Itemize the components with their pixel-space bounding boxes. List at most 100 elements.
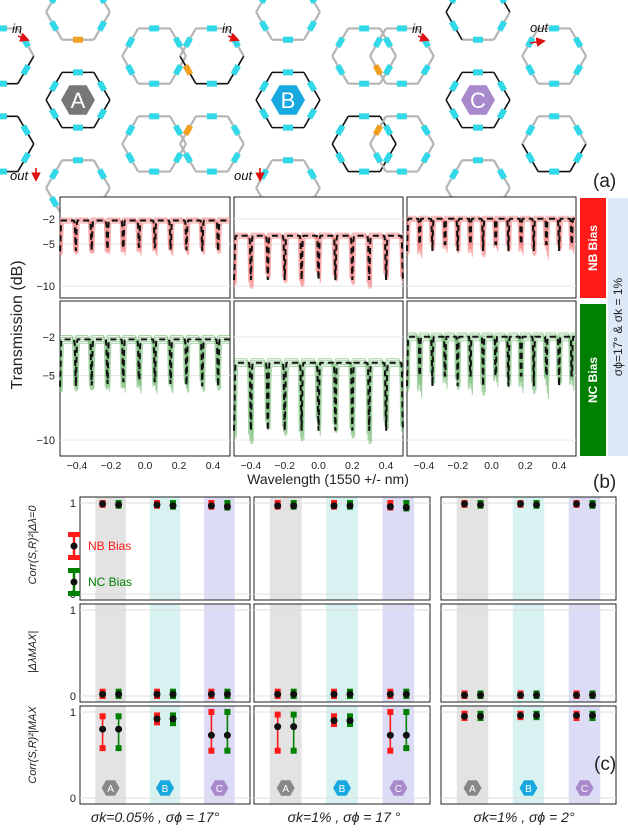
row-label-nc: NC Bias	[586, 357, 600, 403]
phase-shifter	[496, 107, 508, 120]
category-badge	[276, 780, 295, 796]
mean-point	[477, 501, 484, 509]
phase-shifter	[306, 80, 318, 93]
diagram-b: Bin out	[179, 0, 397, 219]
phase-shifter	[448, 0, 460, 5]
phase-shifter	[149, 25, 160, 32]
legend-cap	[68, 555, 80, 560]
y-tick-label: −5	[42, 239, 55, 251]
mean-point	[517, 691, 524, 699]
phase-shifter	[448, 107, 460, 120]
correlation-plot: 01	[70, 603, 251, 703]
phase-shifter	[96, 107, 108, 120]
phase-shifter	[496, 20, 508, 32]
phase-shifter	[335, 151, 346, 164]
phase-shifter	[149, 80, 160, 87]
phase-shifter-orange	[372, 124, 384, 136]
phase-shifter	[96, 80, 108, 93]
x-tick-label: 0.0	[138, 460, 153, 472]
phase-shifter	[306, 20, 318, 32]
side-note: σϕ=17° & σk = 1%	[611, 277, 625, 376]
phase-shifter-orange	[182, 64, 194, 76]
error-cap	[347, 713, 353, 720]
x-tick-label: −0.2	[274, 460, 295, 472]
spectrum-trace	[406, 338, 576, 396]
x-tick-label: −0.2	[101, 460, 122, 472]
mean-point	[223, 731, 231, 739]
spectrum-trace	[233, 358, 404, 435]
phase-shifter	[73, 157, 83, 164]
x-tick-label: 0.4	[379, 460, 394, 472]
phase-shifter	[125, 36, 136, 49]
mean-point	[274, 502, 282, 510]
mean-point	[589, 501, 596, 509]
mean-point	[207, 502, 215, 510]
category-badge-letter: C	[395, 784, 402, 795]
phase-shifter	[549, 80, 560, 87]
mean-point	[517, 500, 524, 508]
category-badge	[389, 780, 408, 796]
category-badge-letter: B	[339, 784, 346, 795]
phase-shifter	[20, 151, 31, 164]
legend-cap	[68, 591, 80, 596]
phase-shifter	[420, 64, 431, 76]
mean-point	[207, 690, 215, 698]
category-badge	[519, 780, 538, 796]
side-note-background	[608, 198, 628, 456]
mean-trace	[406, 335, 576, 387]
panel-b-ylabel: Transmission (dB)	[9, 260, 26, 389]
panel-b-tag: (b)	[593, 472, 616, 493]
error-cap	[274, 711, 281, 718]
spectrum-plot: −0.4 −0.2 0.0 0.2 0.4	[233, 300, 404, 472]
phase-shifter	[48, 168, 60, 180]
phase-shifter	[73, 69, 83, 76]
category-badge-letter: C	[216, 784, 223, 795]
mean-point	[386, 690, 394, 698]
correlation-plot	[440, 496, 617, 601]
y-tick-label: −2	[42, 332, 55, 344]
phase-shifter	[525, 124, 536, 136]
error-cap	[208, 747, 215, 754]
spectrum-plot	[406, 196, 577, 299]
phase-shifter	[549, 113, 560, 120]
phase-shifter	[382, 151, 394, 164]
phase-shifter	[20, 124, 31, 136]
spectrum-trace	[406, 334, 576, 393]
phase-shifter	[448, 168, 460, 180]
mean-trace	[233, 361, 404, 431]
badge-letter: C	[470, 88, 486, 113]
category-badge	[156, 780, 174, 796]
spectrum-plot: −2 −5 −10 −0.4 −0.2 0.0 0.2 0.4	[36, 300, 231, 472]
mean-point	[290, 690, 298, 698]
x-tick-label: −0.4	[414, 460, 435, 472]
correlation-plot: A B C	[440, 705, 617, 805]
phase-shifter	[396, 25, 407, 32]
error-cap	[274, 747, 281, 754]
phase-shifter	[372, 36, 384, 49]
phase-shifter-orange	[182, 124, 194, 136]
correlation-plot	[253, 603, 431, 703]
panel-a-circuit-diagrams: Ain out Bin out Cin out	[0, 0, 587, 219]
error-cap	[224, 747, 231, 754]
category-band	[568, 497, 601, 600]
plot-frame	[79, 705, 251, 805]
phase-shifter	[359, 80, 370, 87]
phase-shifter	[525, 64, 536, 76]
category-badge-letter: B	[525, 784, 532, 795]
phase-shifter	[0, 25, 7, 32]
mean-point	[274, 723, 282, 731]
error-cap	[403, 745, 410, 752]
badge-b	[271, 85, 305, 115]
y-tick-label: −5	[42, 371, 55, 383]
category-badge	[333, 780, 351, 796]
mean-point	[346, 502, 354, 510]
spectrum-plot	[233, 196, 404, 299]
correlation-plot	[440, 603, 617, 703]
correlation-plot: 01	[70, 496, 251, 601]
phase-shifter	[149, 113, 160, 120]
correlation-plot: 0 1 A B C	[70, 705, 251, 805]
phase-shifter	[206, 168, 217, 175]
spectrum-trace	[406, 219, 576, 258]
phase-shifter	[96, 20, 108, 32]
input-arrow	[417, 32, 430, 42]
